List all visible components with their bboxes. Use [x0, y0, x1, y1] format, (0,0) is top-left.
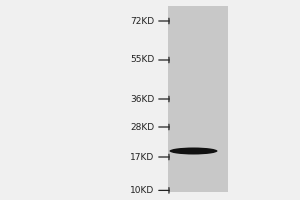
- Text: 36KD: 36KD: [130, 95, 154, 104]
- Text: 72KD: 72KD: [130, 17, 154, 25]
- Text: 10KD: 10KD: [130, 186, 154, 195]
- Text: 17KD: 17KD: [130, 152, 154, 162]
- Bar: [168, 6, 228, 192]
- Text: 55KD: 55KD: [130, 55, 154, 64]
- Text: 28KD: 28KD: [130, 122, 154, 132]
- Ellipse shape: [169, 148, 217, 154]
